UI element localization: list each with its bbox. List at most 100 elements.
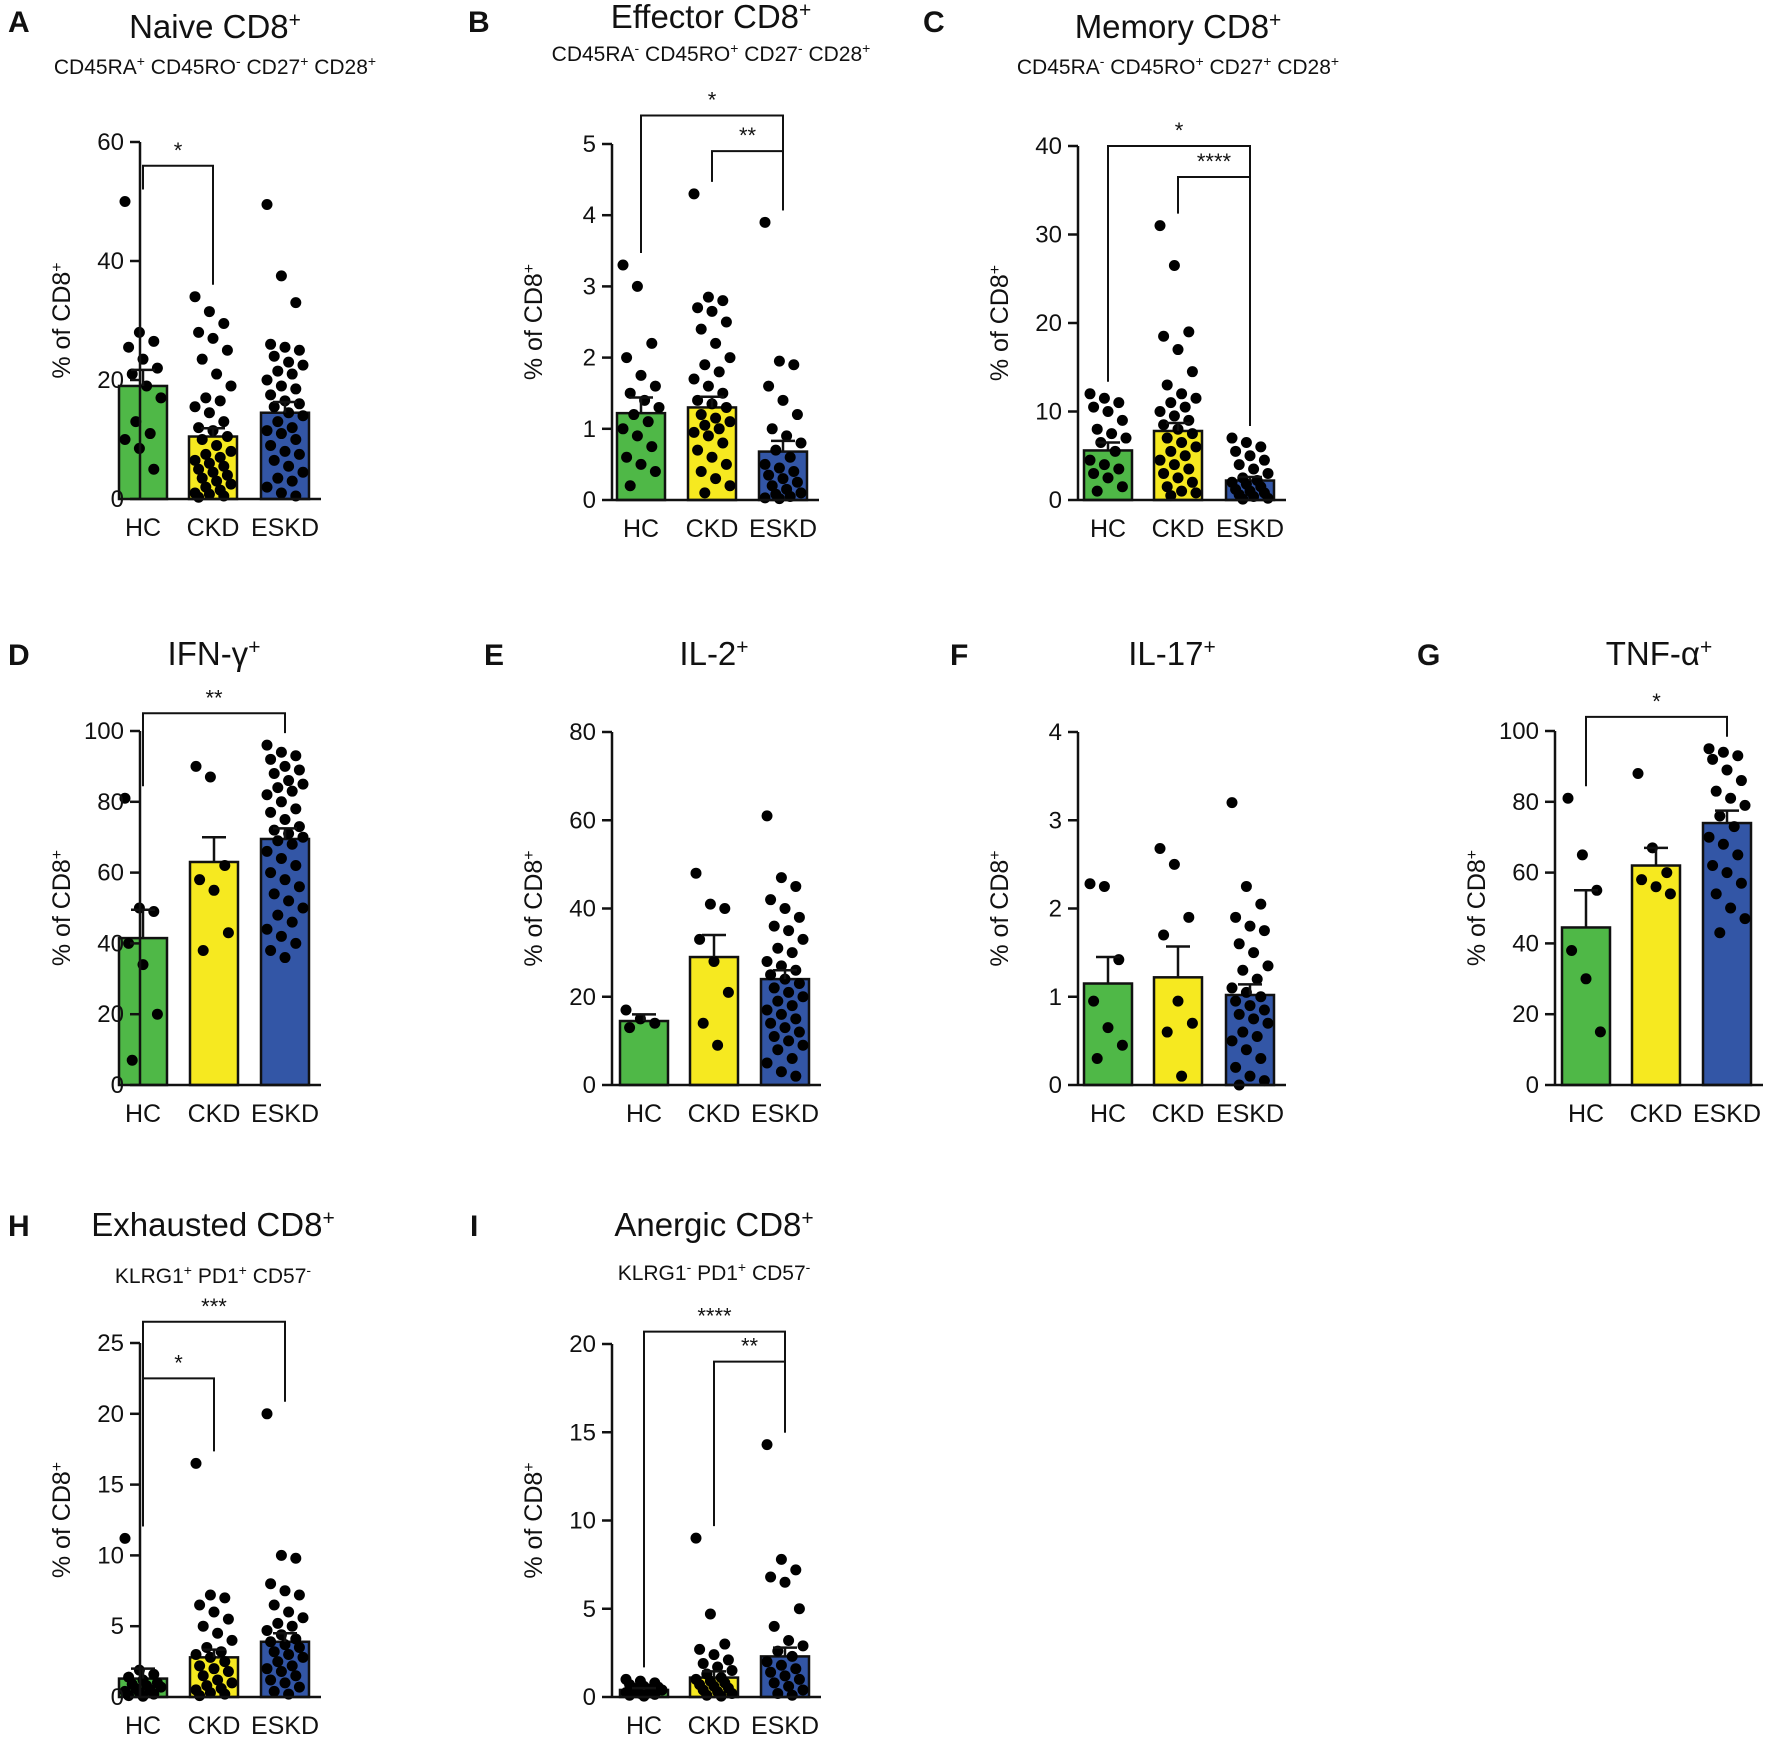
data-point-eskd bbox=[777, 394, 789, 406]
significance-label: * bbox=[708, 88, 717, 113]
data-point-eskd bbox=[1710, 785, 1722, 797]
significance-label: ** bbox=[739, 123, 757, 148]
data-point-ckd bbox=[702, 380, 714, 392]
y-axis-label: % of CD8+ bbox=[48, 850, 76, 966]
data-point-ckd bbox=[208, 1663, 220, 1675]
data-point-ckd bbox=[200, 448, 212, 460]
data-point-ckd bbox=[218, 416, 230, 428]
data-point-eskd bbox=[286, 368, 298, 380]
data-point-ckd bbox=[1168, 259, 1180, 271]
data-point-eskd bbox=[765, 1017, 777, 1029]
data-point-ckd bbox=[189, 291, 201, 303]
data-point-eskd bbox=[265, 753, 277, 765]
data-point-eskd bbox=[790, 1663, 802, 1675]
data-point-ckd bbox=[193, 491, 205, 503]
x-tick-label: ESKD bbox=[751, 1100, 819, 1128]
data-point-eskd bbox=[759, 458, 771, 470]
data-point-eskd bbox=[783, 986, 795, 998]
data-point-eskd bbox=[1244, 920, 1256, 932]
data-point-eskd bbox=[788, 359, 800, 371]
data-point-eskd bbox=[1240, 1044, 1252, 1056]
data-point-hc bbox=[1088, 401, 1100, 413]
data-point-hc bbox=[1091, 423, 1103, 435]
data-point-eskd bbox=[790, 1013, 802, 1025]
data-point-ckd bbox=[1158, 330, 1170, 342]
data-point-eskd bbox=[1721, 867, 1733, 879]
y-axis-label: % of CD8+ bbox=[1463, 850, 1491, 966]
data-point-ckd bbox=[1186, 428, 1198, 440]
data-point-ckd bbox=[1664, 888, 1676, 900]
y-tick-label: 80 bbox=[97, 789, 124, 816]
data-point-eskd bbox=[1717, 746, 1729, 758]
data-point-eskd bbox=[761, 955, 773, 967]
data-point-hc bbox=[620, 1004, 632, 1016]
panel-title: Naive CD8+ bbox=[129, 8, 301, 45]
data-point-eskd bbox=[793, 978, 805, 990]
data-point-eskd bbox=[265, 867, 277, 879]
data-point-eskd bbox=[286, 1660, 298, 1672]
data-point-ckd bbox=[1183, 911, 1195, 923]
data-point-eskd bbox=[779, 1670, 791, 1682]
data-point-ckd bbox=[194, 1599, 206, 1611]
data-point-eskd bbox=[1233, 1008, 1245, 1020]
data-point-ckd bbox=[717, 437, 729, 449]
data-point-eskd bbox=[279, 1639, 291, 1651]
data-point-ckd bbox=[710, 412, 722, 424]
y-tick-label: 10 bbox=[569, 1508, 596, 1535]
data-point-eskd bbox=[290, 860, 302, 872]
data-point-ckd bbox=[226, 1634, 238, 1646]
data-point-eskd bbox=[279, 341, 291, 353]
bar-ckd bbox=[1152, 976, 1204, 1087]
y-axis-label: % of CD8+ bbox=[986, 265, 1014, 381]
x-tick-label: CKD bbox=[688, 1100, 741, 1128]
data-point-eskd bbox=[1735, 877, 1747, 889]
y-tick-label: 100 bbox=[1499, 718, 1539, 745]
y-axis-label: % of CD8+ bbox=[48, 262, 76, 378]
data-point-hc bbox=[1102, 406, 1114, 417]
panel-d: D IFN-γ+ 0 20 40 60 80 100 HC CKD ESKD % of CD8+ ** bbox=[8, 635, 321, 1128]
y-tick-label: 15 bbox=[97, 1472, 124, 1499]
data-point-eskd bbox=[268, 767, 280, 779]
data-point-eskd bbox=[279, 760, 291, 772]
data-point-eskd bbox=[1721, 764, 1733, 776]
data-point-ckd bbox=[1158, 467, 1170, 479]
data-point-hc bbox=[1098, 459, 1110, 471]
data-point-eskd bbox=[1237, 1026, 1249, 1038]
x-tick-label: CKD bbox=[686, 515, 739, 543]
data-point-ckd bbox=[1154, 454, 1166, 466]
data-point-eskd bbox=[1244, 450, 1256, 462]
data-point-eskd bbox=[1707, 860, 1719, 872]
data-point-hc bbox=[617, 259, 629, 271]
data-point-eskd bbox=[759, 492, 771, 504]
panel-b: B Effector CD8+ CD45RA- CD45RO+ CD27- CD28… bbox=[468, 0, 870, 543]
data-point-ckd bbox=[1165, 445, 1177, 457]
data-point-hc bbox=[1109, 445, 1121, 457]
data-point-hc bbox=[119, 792, 131, 804]
data-point-ckd bbox=[1161, 432, 1173, 444]
data-point-ckd bbox=[713, 423, 725, 435]
data-point-hc bbox=[148, 1668, 160, 1680]
data-point-eskd bbox=[265, 1674, 277, 1686]
data-point-eskd bbox=[777, 473, 789, 485]
data-point-eskd bbox=[793, 1673, 805, 1685]
data-point-ckd bbox=[712, 1039, 724, 1051]
significance-bracket bbox=[142, 712, 286, 787]
data-point-eskd bbox=[1262, 1017, 1274, 1029]
x-tick-label: HC bbox=[623, 515, 659, 543]
panel-title: Anergic CD8+ bbox=[614, 1206, 813, 1243]
data-point-ckd bbox=[694, 1643, 706, 1655]
data-point-eskd bbox=[797, 1640, 809, 1652]
data-point-hc bbox=[151, 1008, 163, 1020]
data-point-ckd bbox=[1650, 881, 1662, 893]
y-tick-label: 20 bbox=[97, 1401, 124, 1428]
data-point-eskd bbox=[797, 1684, 809, 1696]
data-point-ckd bbox=[225, 478, 237, 490]
y-tick-label: 10 bbox=[1035, 399, 1062, 426]
y-tick-label: 100 bbox=[84, 718, 124, 745]
data-point-ckd bbox=[1186, 1017, 1198, 1029]
data-point-ckd bbox=[207, 466, 219, 478]
data-point-eskd bbox=[761, 1057, 773, 1069]
panel-letter: C bbox=[923, 6, 945, 39]
data-point-hc bbox=[646, 441, 658, 453]
data-point-eskd bbox=[1248, 1013, 1260, 1025]
